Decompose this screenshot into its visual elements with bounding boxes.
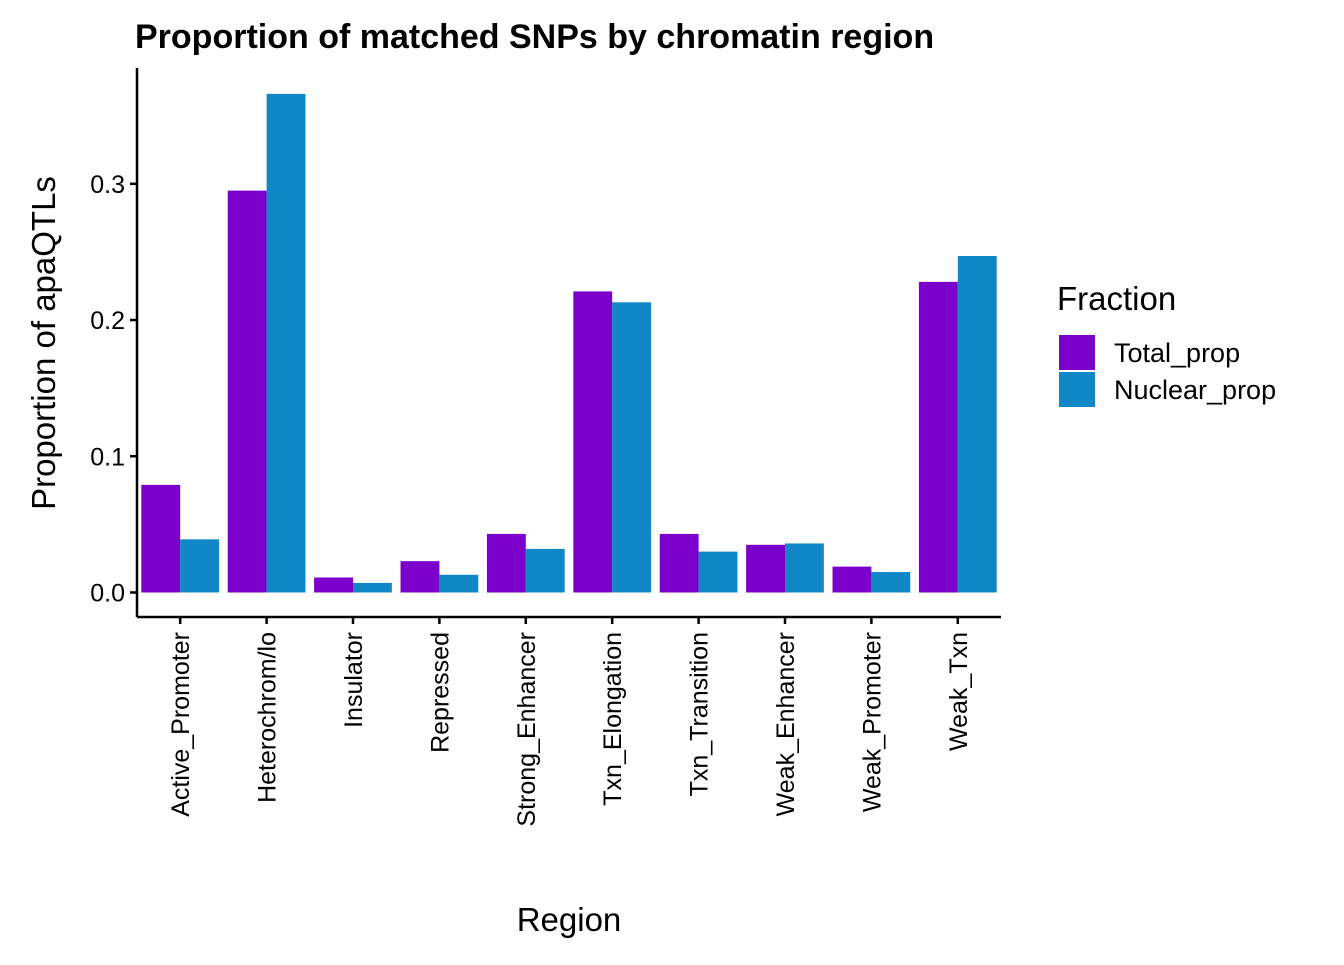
legend-label-nuclear-prop: Nuclear_prop (1114, 375, 1276, 405)
bar-nuclear-prop-weak-txn (957, 255, 997, 593)
bar-total-prop-repressed (400, 561, 440, 593)
y-tick-label: 0.2 (90, 307, 125, 335)
y-axis-title: Proportion of apaQTLs (25, 176, 62, 510)
bar-total-prop-heterochrom-lo (227, 190, 267, 593)
bar-nuclear-prop-txn-transition (698, 551, 738, 593)
legend-title: Fraction (1057, 280, 1176, 317)
y-tick-label: 0.1 (90, 443, 125, 471)
bar-nuclear-prop-txn-elongation (612, 302, 652, 593)
bar-nuclear-prop-weak-promoter (871, 572, 911, 593)
chart-title: Proportion of matched SNPs by chromatin … (135, 18, 934, 56)
bar-total-prop-weak-txn (918, 281, 958, 593)
legend-swatch-total-prop (1059, 335, 1095, 370)
x-tick-label: Txn_Elongation (599, 632, 627, 806)
bar-total-prop-weak-promoter (832, 566, 872, 593)
bar-total-prop-active-promoter (141, 484, 181, 593)
x-tick-label: Heterochrom/lo (254, 632, 282, 803)
bar-total-prop-weak-enhancer (746, 544, 785, 593)
bar-nuclear-prop-heterochrom-lo (266, 93, 306, 593)
x-axis-title: Region (517, 901, 622, 938)
bar-nuclear-prop-insulator (353, 582, 392, 593)
legend: Fraction Total_prop Nuclear_prop (1057, 280, 1276, 407)
y-tick-label: 0.0 (90, 579, 125, 607)
bar-total-prop-insulator (314, 577, 353, 593)
bar-nuclear-prop-strong-enhancer (525, 548, 565, 593)
legend-label-total-prop: Total_prop (1114, 338, 1240, 368)
x-tick-label: Weak_Txn (945, 632, 973, 751)
x-tick-label: Weak_Promoter (858, 632, 886, 812)
x-tick-label: Insulator (340, 632, 368, 728)
bar-total-prop-strong-enhancer (486, 533, 526, 593)
legend-swatch-nuclear-prop (1059, 372, 1095, 407)
bar-nuclear-prop-weak-enhancer (785, 543, 824, 593)
bar-nuclear-prop-active-promoter (180, 539, 220, 593)
x-tick-label: Txn_Transition (686, 632, 714, 796)
bar-total-prop-txn-transition (659, 533, 699, 593)
plot-area: 0.0 0.1 0.2 0.3 Active_Promoter Heterochrom/l… (90, 68, 1001, 827)
x-tick-label: Strong_Enhancer (513, 632, 541, 827)
x-tick-label: Weak_Enhancer (772, 632, 800, 816)
bar-total-prop-txn-elongation (573, 291, 613, 593)
bar-nuclear-prop-repressed (439, 574, 479, 593)
x-tick-label: Active_Promoter (167, 632, 195, 817)
y-tick-label: 0.3 (90, 171, 125, 199)
x-tick-label: Repressed (426, 632, 454, 753)
